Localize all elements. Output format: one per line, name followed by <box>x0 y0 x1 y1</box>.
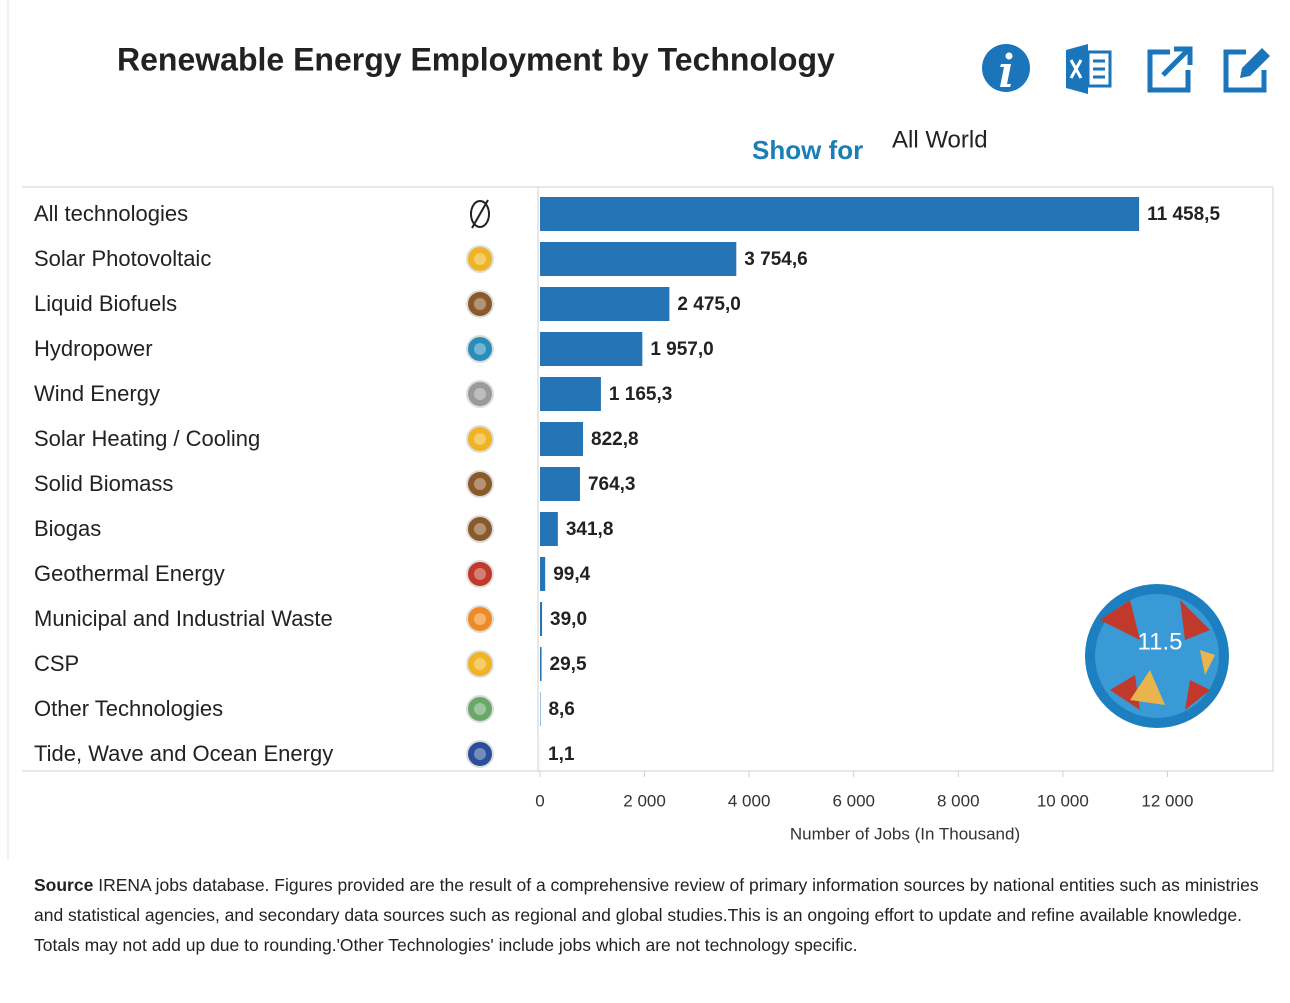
category-label: Solar Photovoltaic <box>34 246 211 271</box>
bar <box>540 512 558 546</box>
category-icon-inner <box>474 613 486 625</box>
category-icon <box>466 470 494 498</box>
value-label: 764,3 <box>588 474 636 495</box>
source-text: IRENA jobs database. Figures provided ar… <box>34 875 1259 955</box>
category-icon <box>466 425 494 453</box>
category-label: Biogas <box>34 516 101 541</box>
category-label: CSP <box>34 651 79 676</box>
category-icon-inner <box>474 478 486 490</box>
edit-icon-box <box>1223 49 1267 93</box>
value-label: 1 957,0 <box>650 339 713 360</box>
category-label: Liquid Biofuels <box>34 291 177 316</box>
category-icon-inner <box>474 433 486 445</box>
open-button[interactable] <box>1147 46 1193 93</box>
value-label: 2 475,0 <box>677 294 740 315</box>
bar <box>540 422 584 456</box>
bar <box>540 602 543 636</box>
excel-icon-x <box>1069 59 1083 79</box>
category-icon <box>466 290 494 318</box>
info-icon-stem <box>1000 64 1011 87</box>
category-icon <box>466 695 494 723</box>
badge-text: 11.5 <box>1138 628 1183 655</box>
category-icon-inner <box>474 388 486 400</box>
bar <box>540 557 546 591</box>
badge: 11.5 <box>1085 584 1229 728</box>
category-label: Geothermal Energy <box>34 561 225 586</box>
value-label: 3 754,6 <box>744 249 807 270</box>
value-label: 29,5 <box>550 654 587 675</box>
value-label: 822,8 <box>591 429 639 450</box>
category-icon <box>466 560 494 588</box>
excel-icon-lines <box>1093 59 1105 79</box>
category-icon-inner <box>474 568 486 580</box>
category-icon <box>466 740 494 768</box>
category-label: Other Technologies <box>34 696 223 721</box>
category-label: Municipal and Industrial Waste <box>34 606 333 631</box>
category-icon <box>471 199 489 229</box>
value-label: 11 458,5 <box>1147 204 1220 225</box>
category-label: Solid Biomass <box>34 471 173 496</box>
category-icon-inner <box>474 343 486 355</box>
bar <box>540 377 601 411</box>
bar <box>540 197 1140 231</box>
x-tick-label: 4 000 <box>728 791 771 810</box>
edit-button[interactable] <box>1223 48 1270 93</box>
category-icon-inner <box>474 658 486 670</box>
edit-icon-pencil <box>1240 48 1270 78</box>
category-label: Hydropower <box>34 336 153 361</box>
open-icon-box <box>1147 49 1191 93</box>
value-label: 1,1 <box>548 744 575 765</box>
x-tick-label: 6 000 <box>832 791 875 810</box>
category-icon <box>466 650 494 678</box>
x-tick-label: 12 000 <box>1141 791 1193 810</box>
value-label: 39,0 <box>550 609 587 630</box>
info-button[interactable] <box>982 44 1030 92</box>
badge-mosaic <box>1130 650 1215 705</box>
category-label: All technologies <box>34 201 188 226</box>
value-label: 8,6 <box>548 699 574 720</box>
bar <box>540 467 580 501</box>
source-note: Source IRENA jobs database. Figures prov… <box>34 870 1274 960</box>
x-tick-label: 10 000 <box>1037 791 1089 810</box>
badge-mosaic <box>1100 600 1210 710</box>
category-icon <box>466 515 494 543</box>
category-icon-inner <box>474 298 486 310</box>
info-icon-dot <box>1005 52 1013 60</box>
excel-button[interactable] <box>1066 44 1112 94</box>
category-icon <box>466 335 494 363</box>
bar <box>540 332 643 366</box>
value-label: 341,8 <box>566 519 614 540</box>
bar <box>540 647 542 681</box>
bar <box>540 287 670 321</box>
category-icon-inner <box>474 748 486 760</box>
chart: Renewable Energy Employment by Technolog… <box>7 0 1274 860</box>
category-icon <box>466 245 494 273</box>
category-icon-inner <box>474 703 486 715</box>
category-label: Tide, Wave and Ocean Energy <box>34 741 333 766</box>
category-icon <box>470 200 490 228</box>
category-label: Wind Energy <box>34 381 160 406</box>
category-icon <box>466 605 494 633</box>
category-label: Solar Heating / Cooling <box>34 426 260 451</box>
chart-title: Renewable Energy Employment by Technolog… <box>117 41 835 77</box>
open-icon-arrow <box>1161 46 1193 77</box>
category-icon-inner <box>474 253 486 265</box>
x-tick-label: 0 <box>535 791 544 810</box>
value-label: 99,4 <box>553 564 590 585</box>
category-icon-inner <box>474 523 486 535</box>
filter-label: Show for <box>752 135 863 165</box>
bar <box>540 242 737 276</box>
excel-icon-sheet <box>1086 50 1112 88</box>
filter-value[interactable]: All World <box>892 126 988 153</box>
x-tick-label: 2 000 <box>623 791 666 810</box>
x-tick-label: 8 000 <box>937 791 980 810</box>
x-axis-label: Number of Jobs (In Thousand) <box>790 824 1020 843</box>
source-label: Source <box>34 875 94 895</box>
category-icon <box>466 380 494 408</box>
value-label: 1 165,3 <box>609 384 672 405</box>
